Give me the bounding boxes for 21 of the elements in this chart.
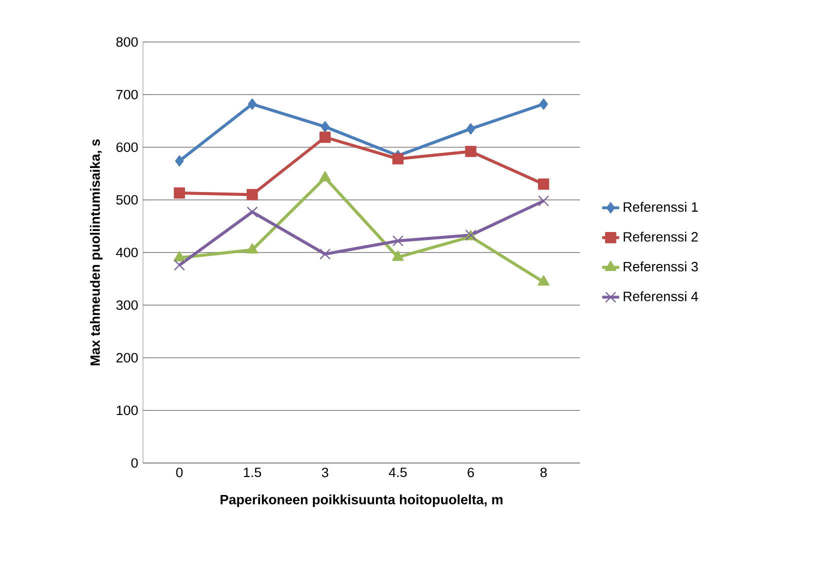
legend-label: Referenssi 2 (624, 232, 698, 242)
legend-label: Referenssi 3 (624, 261, 698, 272)
y-tick-label: 600 (116, 142, 138, 152)
y-tick-label: 700 (116, 90, 138, 100)
y-tick-label: 100 (116, 406, 138, 416)
x-axis-title: Paperikoneen poikkisuunta hoitopuolelta, m (220, 494, 502, 508)
x-tick-label: 6 (468, 468, 474, 478)
legend-label: Referenssi 4 (624, 291, 698, 302)
x-tick-label: 3 (322, 468, 328, 478)
y-tick-label: 800 (116, 37, 138, 47)
legend-label: Referenssi 1 (624, 202, 698, 212)
x-tick-label: 1.5 (244, 468, 262, 478)
y-tick-label: 400 (116, 248, 138, 258)
y-tick-label: 300 (116, 300, 138, 310)
y-axis-title: Max tahmeuden puoliintumisaika, s (90, 139, 103, 366)
y-tick-label: 500 (116, 195, 138, 205)
y-tick-label: 200 (116, 352, 138, 363)
x-tick-label: 8 (540, 468, 547, 478)
x-tick-label: 4.5 (388, 468, 407, 478)
x-tick-label: 0 (176, 468, 183, 478)
y-tick-label: 0 (131, 458, 138, 468)
